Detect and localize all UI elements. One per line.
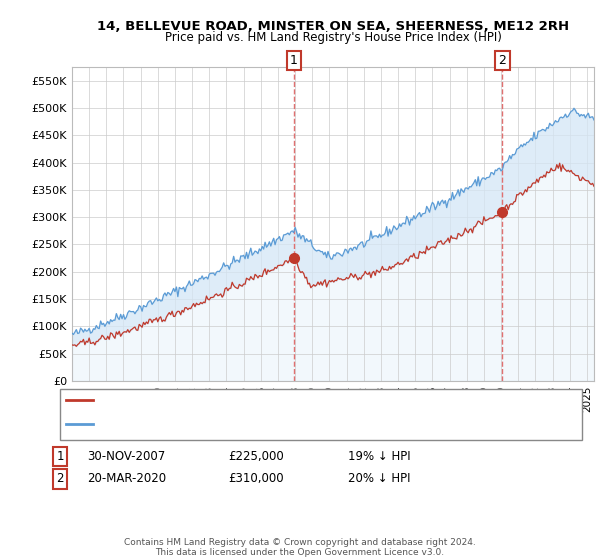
Text: 14, BELLEVUE ROAD, MINSTER ON SEA, SHEERNESS, ME12 2RH (detached house): 14, BELLEVUE ROAD, MINSTER ON SEA, SHEER… [99, 395, 524, 405]
Text: £310,000: £310,000 [228, 472, 284, 486]
Text: 1: 1 [56, 450, 64, 463]
Text: HPI: Average price, detached house, Swale: HPI: Average price, detached house, Swal… [99, 419, 323, 430]
Text: 20-MAR-2020: 20-MAR-2020 [87, 472, 166, 486]
Text: 2: 2 [499, 54, 506, 67]
Text: 2: 2 [56, 472, 64, 486]
Text: 1: 1 [290, 54, 298, 67]
Text: 14, BELLEVUE ROAD, MINSTER ON SEA, SHEERNESS, ME12 2RH: 14, BELLEVUE ROAD, MINSTER ON SEA, SHEER… [97, 20, 569, 32]
Text: 30-NOV-2007: 30-NOV-2007 [87, 450, 165, 463]
Text: £225,000: £225,000 [228, 450, 284, 463]
Text: Price paid vs. HM Land Registry's House Price Index (HPI): Price paid vs. HM Land Registry's House … [164, 31, 502, 44]
Text: Contains HM Land Registry data © Crown copyright and database right 2024.
This d: Contains HM Land Registry data © Crown c… [124, 538, 476, 557]
Text: 20% ↓ HPI: 20% ↓ HPI [348, 472, 410, 486]
Text: 19% ↓ HPI: 19% ↓ HPI [348, 450, 410, 463]
